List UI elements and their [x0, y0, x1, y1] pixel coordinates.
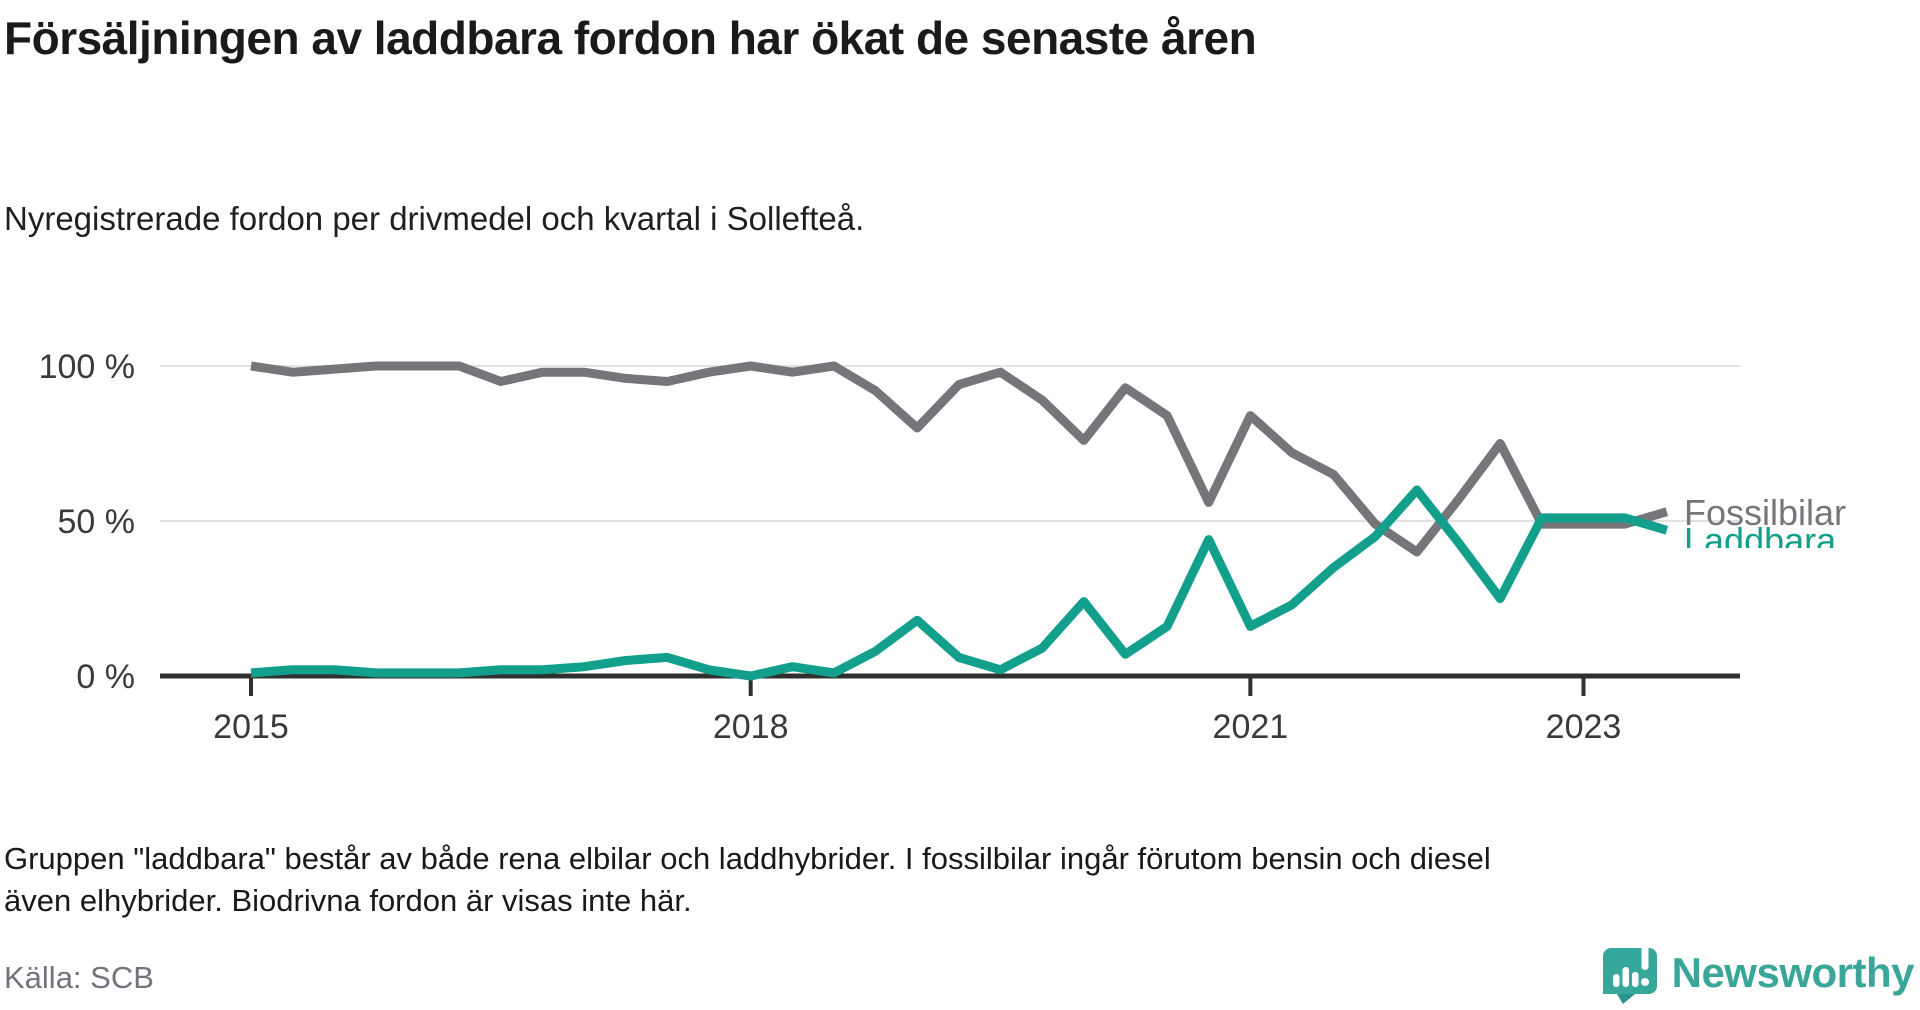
- laddbara-line: [250, 485, 1669, 681]
- y-axis-label-0: 0 %: [76, 658, 135, 696]
- x-axis-label-2018: 2018: [713, 708, 789, 746]
- y-axis-labels: 100 % 50 % 0 %: [39, 348, 135, 696]
- x-axis-label-2015: 2015: [213, 708, 289, 746]
- y-axis-label-50: 50 %: [58, 503, 136, 541]
- newsworthy-logo: Newsworthy: [1602, 942, 1915, 1004]
- chart-subtitle: Nyregistrerade fordon per drivmedel och …: [4, 200, 865, 237]
- x-axis-label-2021: 2021: [1213, 708, 1289, 746]
- fossilbilar-line: [250, 361, 1669, 557]
- laddbara-series-label: Laddbara: [1684, 520, 1837, 561]
- y-axis-label-100: 100 %: [39, 348, 135, 386]
- x-axis-ticks: 2015 2018 2021 2023: [213, 678, 1621, 746]
- newsworthy-logo-icon: [1602, 944, 1657, 1004]
- line-chart: 100 % 50 % 0 % 2015 2018 2021 2023 Fossilbila…: [39, 348, 1846, 746]
- chart-footnote: Gruppen "laddbara" består av både rena e…: [4, 841, 1491, 919]
- chart-title: Försäljningen av laddbara fordon har öka…: [4, 12, 1257, 64]
- source-credit: Källa: SCB: [4, 960, 154, 995]
- brand-name: Newsworthy: [1671, 949, 1915, 996]
- fossilbilar-series-label: Fossilbilar: [1684, 492, 1846, 533]
- x-axis-label-2023: 2023: [1546, 708, 1622, 746]
